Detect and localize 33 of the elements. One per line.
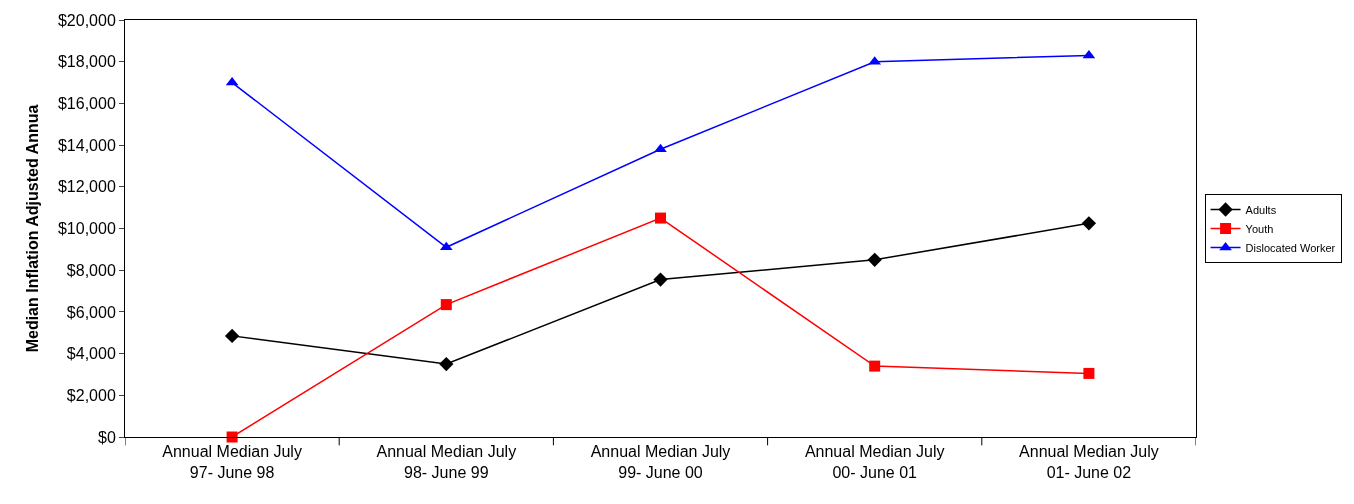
y-tick-label: $16,000 (57, 95, 116, 112)
point (654, 143, 667, 153)
y-tick-label: $14,000 (57, 136, 116, 154)
y-tick-label: $2,000 (66, 386, 116, 404)
point (439, 241, 453, 251)
x-tick-label: Annual Median July 98- June 99 (376, 443, 517, 481)
point (653, 272, 668, 287)
y-tick-label: $20,000 (57, 11, 116, 29)
point (439, 356, 454, 372)
point (1083, 367, 1095, 379)
legend-label: Adults (1245, 203, 1277, 216)
y-tick-label: $12,000 (57, 178, 116, 196)
x-tick-label: Annual Median July 00- June 01 (804, 443, 945, 481)
y-tick-label: $4,000 (66, 345, 116, 363)
point (440, 299, 452, 311)
point (655, 212, 666, 224)
point (1082, 49, 1096, 59)
x-tick-label: Annual Median July 01- June 02 (1019, 443, 1159, 481)
y-tick-label: $18,000 (57, 53, 116, 71)
y-axis-title: Median Inflation Adjusted Annua (23, 104, 41, 353)
legend-label: Dislocated Worker (1245, 241, 1336, 254)
x-tick-label: Annual Median July 99- June 00 (590, 443, 731, 481)
point (224, 328, 240, 344)
point (226, 431, 238, 443)
y-tick-label: $0 (98, 428, 116, 446)
y-tick-label: $8,000 (66, 261, 116, 279)
x-tick-label: Annual Median July 97- June 98 (162, 443, 302, 481)
point (867, 252, 882, 267)
point (1081, 216, 1097, 231)
point (869, 360, 881, 372)
y-tick-label: $6,000 (66, 303, 116, 321)
y-tick-label: $10,000 (57, 220, 116, 238)
legend-label: Youth (1245, 222, 1274, 235)
